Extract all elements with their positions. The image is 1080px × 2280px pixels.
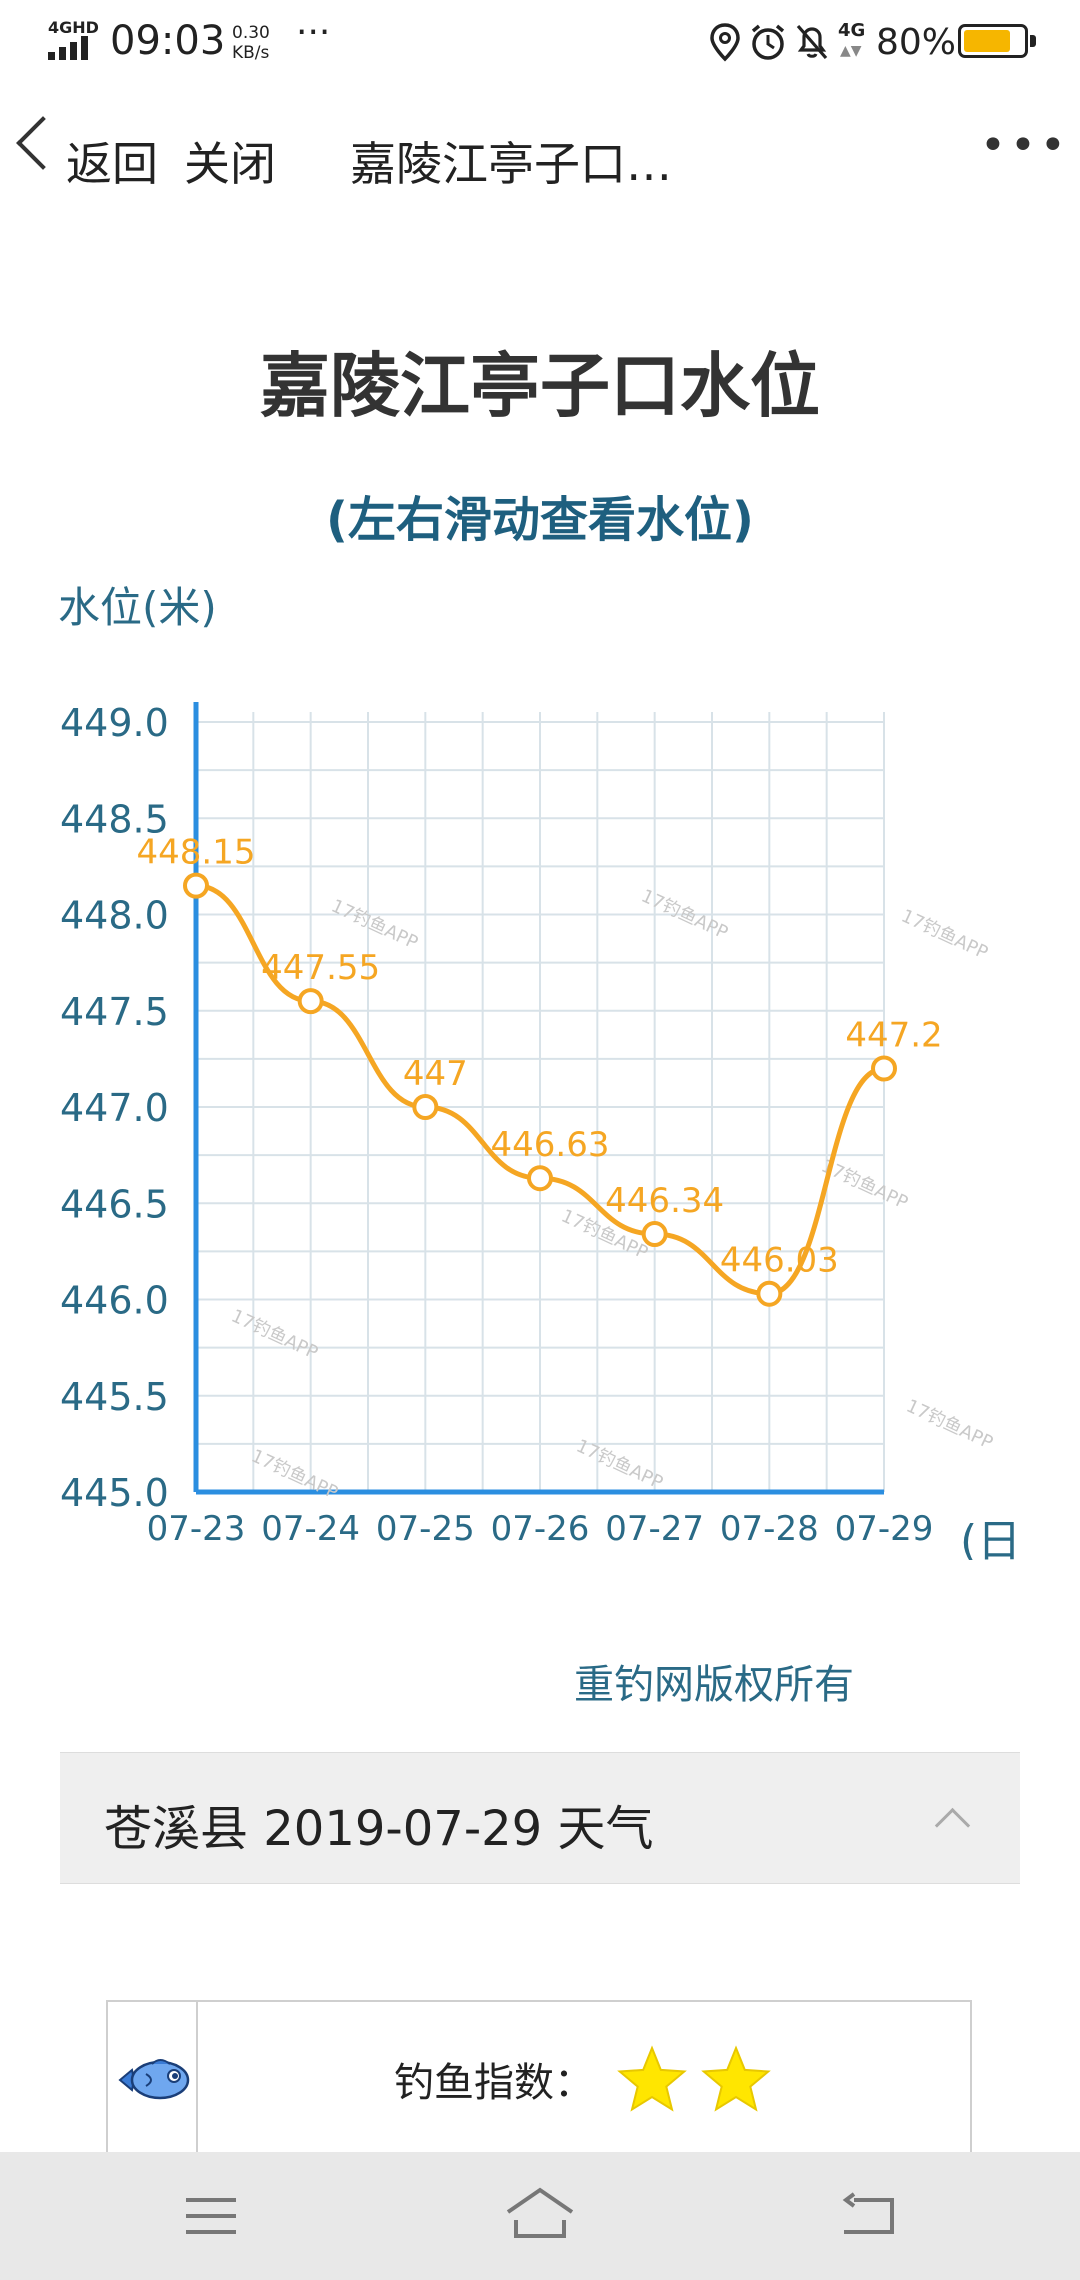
page-title: 嘉陵江亭子口… [350,137,672,191]
chevron-up-icon[interactable] [934,1807,971,1844]
weather-accordion[interactable]: 苍溪县 2019-07-29 天气 [60,1752,1020,1884]
back-icon[interactable] [840,2192,896,2238]
data-point [412,1094,439,1120]
location-icon [710,23,740,62]
system-navigation-bar [0,2152,1080,2280]
copyright-text: 重钓网版权所有 [574,1662,854,1708]
y-tick-label: 447.5 [60,990,169,1034]
data-label: 446.34 [605,1181,724,1221]
mute-bell-icon [796,24,828,60]
fishing-index-card: 钓鱼指数： [106,2000,972,2160]
fish-icon-cell [108,2002,198,2158]
data-point [297,988,324,1015]
menu-icon[interactable] [184,2196,238,2236]
weather-title: 苍溪县 2019-07-29 天气 [104,1801,654,1857]
signal-icon [48,36,98,60]
more-options-button[interactable]: ••• [980,120,1070,171]
net-speed-value: 0.30 [232,23,270,43]
data-point [871,1055,897,1082]
watermark-text: 17钓鱼APP [328,895,421,953]
notification-more-icon: ··· [296,12,331,53]
y-tick-label: 445.5 [60,1375,169,1419]
star-icon [701,2045,771,2112]
data-label: 447.55 [261,948,380,988]
data-arrows-icon: ▲▼ [840,43,862,59]
close-button[interactable]: 关闭 [184,137,276,191]
y-tick-label: 448.5 [60,797,169,841]
x-tick-label: 07-29 [835,1509,934,1549]
x-tick-label: 07-26 [491,1509,590,1549]
watermark-text: 17钓鱼APP [903,1395,996,1453]
chart-subtitle: (左右滑动查看水位) [326,492,754,548]
x-tick-label: 07-27 [605,1509,704,1549]
watermark-text: 17钓鱼APP [898,905,991,963]
net-speed-unit: KB/s [232,43,270,63]
clock-time: 09:03 [110,18,226,64]
battery-level [964,30,1010,52]
data-point [527,1165,553,1192]
watermark-text: 17钓鱼APP [248,1445,341,1503]
fishing-rating-stars [617,2045,771,2112]
data-label: 447.2 [845,1016,942,1056]
data-point [641,1221,668,1248]
x-tick-label: 07-25 [376,1509,475,1549]
y-tick-label: 446.0 [60,1279,169,1323]
y-tick-label: 445.0 [60,1471,169,1515]
x-tick-label: 07-23 [147,1509,246,1549]
y-axis-label: 水位(米) [58,583,217,632]
x-axis-label: (日 [960,1516,1021,1560]
data-label: 446.03 [720,1241,839,1281]
y-tick-label: 448.0 [60,894,169,938]
data-label: 448.15 [137,833,256,873]
watermark-text: 17钓鱼APP [228,1305,321,1363]
chart-title: 嘉陵江亭子口水位 [260,345,820,427]
y-tick-label: 449.0 [60,701,169,745]
battery-icon [958,24,1028,58]
network-type: 4GHD [48,18,99,37]
alarm-icon [751,24,785,60]
battery-percent: 80% [876,22,957,63]
data-label: 447 [403,1054,468,1094]
fishing-index-label: 钓鱼指数： [394,2060,594,2106]
back-chevron-icon[interactable] [16,116,70,170]
fish-icon [118,2059,190,2100]
y-tick-label: 446.5 [60,1182,169,1226]
x-tick-label: 07-24 [261,1509,360,1549]
star-icon [617,2045,687,2112]
back-button[interactable]: 返回 [66,137,158,191]
battery-tip [1030,35,1036,47]
data-label: 446.63 [491,1125,610,1165]
data-point [183,872,209,899]
mobile-data-label: 4G [838,20,866,41]
y-tick-label: 447.0 [60,1086,169,1130]
data-point [756,1280,783,1307]
home-icon[interactable] [504,2186,576,2240]
water-level-chart[interactable]: 水位(米) 445.0 445.5 446.0 446.5 447.0 447.5 448.0… [0,560,1080,1560]
status-bar: 4GHD 09:03 0.30 KB/s ··· 4G ▲▼ 80% [0,0,1080,84]
x-tick-label: 07-28 [720,1509,819,1549]
